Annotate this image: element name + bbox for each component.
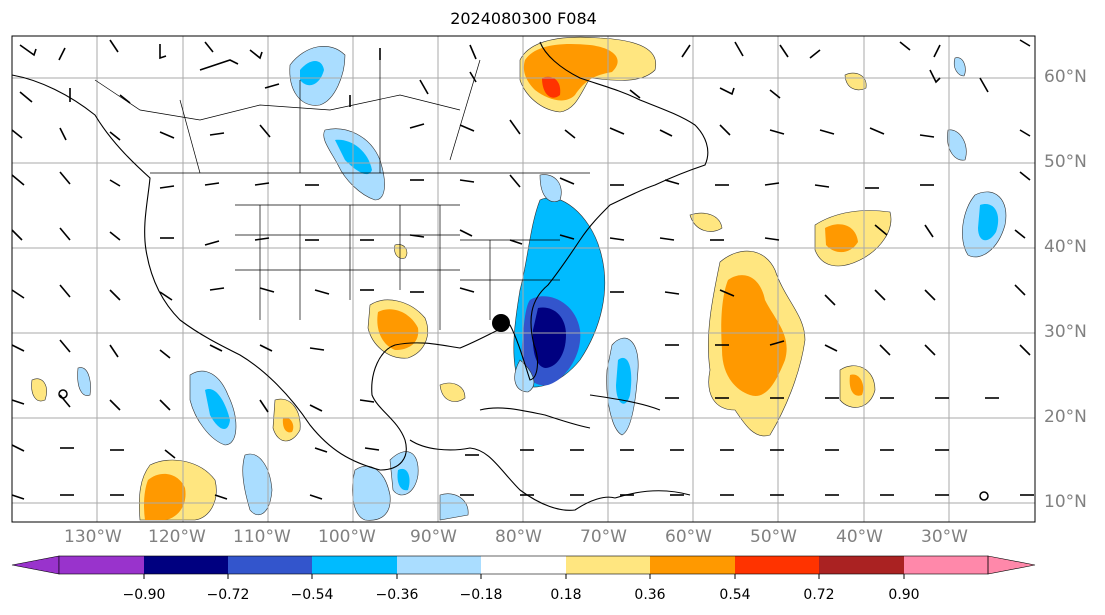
lon-label-130w: 130°W	[64, 527, 122, 547]
graticule	[12, 36, 1035, 522]
lat-label-60n: 60°N	[1044, 67, 1087, 87]
colorbar-tick-label: 0.90	[888, 587, 920, 603]
colorbar-tick-label: −0.90	[122, 587, 166, 603]
colorbar-tick-label: −0.54	[290, 587, 334, 603]
lon-label-40w: 40°W	[836, 527, 883, 547]
lon-label-60w: 60°W	[665, 527, 712, 547]
colorbar-tick-label: 0.18	[550, 587, 582, 603]
colorbar-low-extension	[11, 555, 60, 575]
political-borders	[94, 59, 590, 330]
colorbar-tick-label: −0.36	[375, 587, 419, 603]
lon-label-70w: 70°W	[580, 527, 627, 547]
map-border	[11, 35, 1036, 523]
colorbar-tick-label: 0.36	[634, 587, 666, 603]
lon-label-110w: 110°W	[233, 527, 291, 547]
lat-label-10n: 10°N	[1044, 492, 1087, 512]
coastlines	[11, 41, 709, 511]
storm-center-marker	[492, 314, 510, 332]
lat-label-30n: 30°N	[1044, 322, 1087, 342]
lon-label-90w: 90°W	[410, 527, 457, 547]
lon-label-30w: 30°W	[921, 527, 968, 547]
lon-label-100w: 100°W	[318, 527, 376, 547]
map-title: 2024080300 F084	[450, 9, 597, 28]
colorbar-tick-label: 0.54	[719, 587, 751, 603]
colorbar-tick-label: −0.72	[206, 587, 250, 603]
wind-barbs	[11, 39, 1034, 500]
lat-label-40n: 40°N	[1044, 237, 1087, 257]
anomaly-shading	[31, 36, 1007, 521]
lat-label-20n: 20°N	[1044, 407, 1087, 427]
lon-label-50w: 50°W	[750, 527, 797, 547]
colorbar-tick-label: 0.72	[803, 587, 835, 603]
lat-label-50n: 50°N	[1044, 152, 1087, 172]
colorbar-high-extension	[987, 555, 1036, 575]
colorbar	[11, 555, 1036, 579]
colorbar-tick-label: −0.18	[459, 587, 503, 603]
lon-label-80w: 80°W	[495, 527, 542, 547]
lon-label-120w: 120°W	[148, 527, 206, 547]
